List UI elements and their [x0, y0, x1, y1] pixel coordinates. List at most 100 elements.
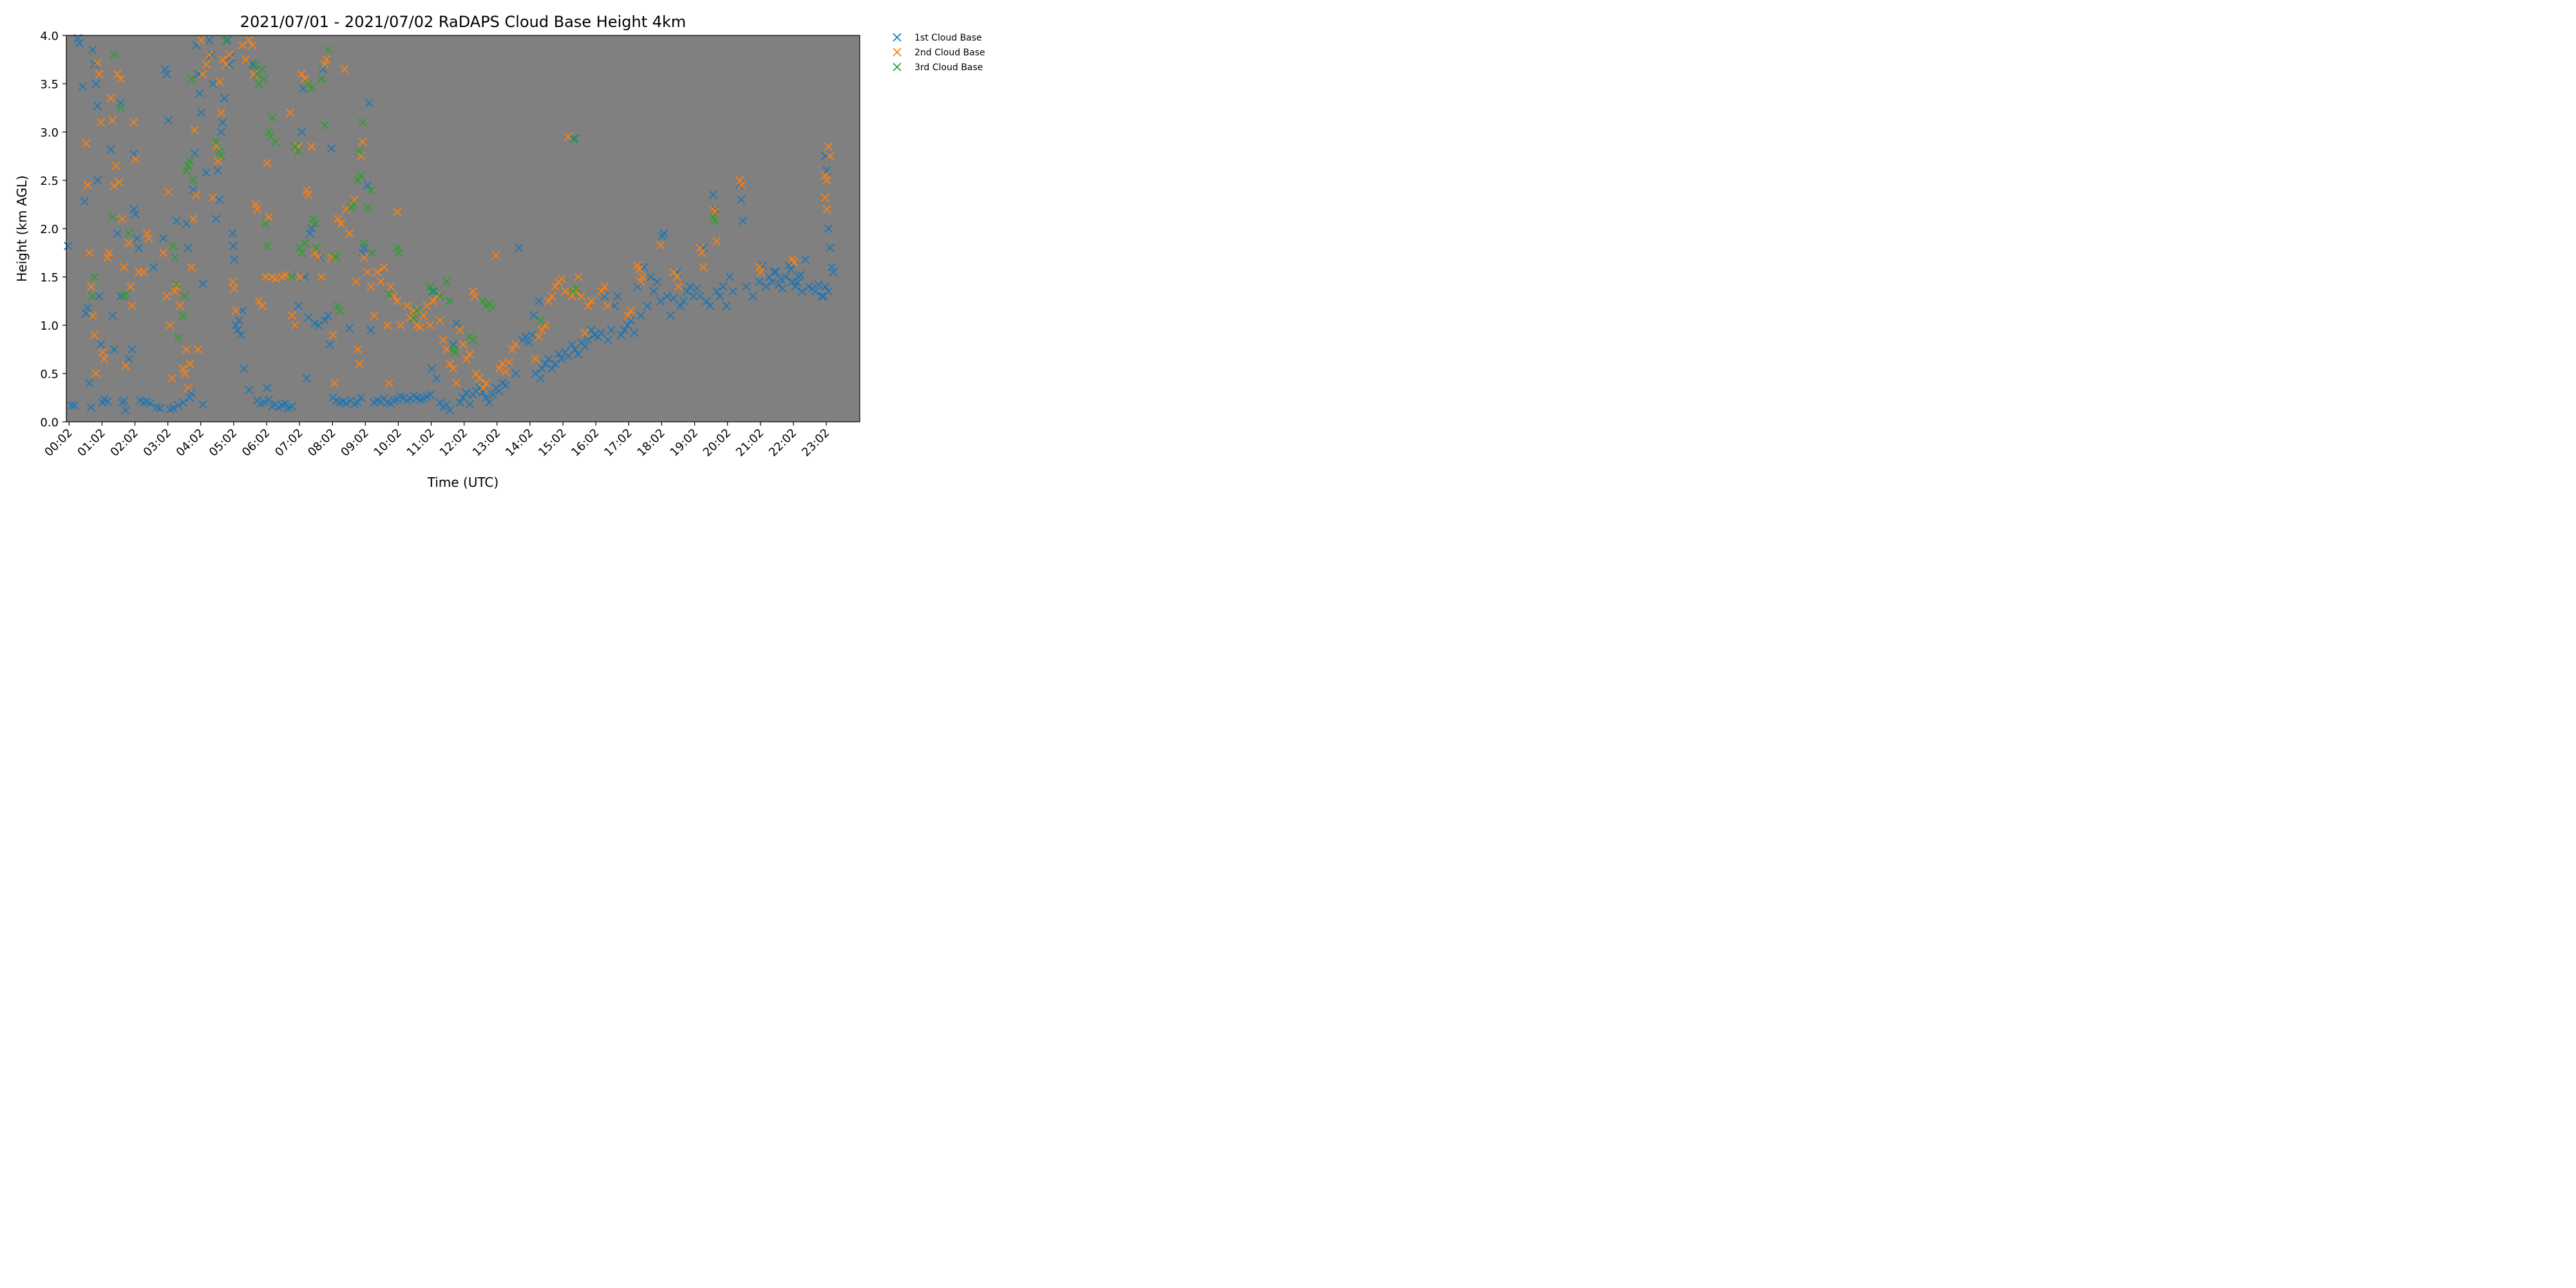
data-point	[824, 224, 833, 233]
data-point	[337, 219, 346, 229]
data-point	[820, 171, 829, 180]
data-point	[719, 282, 728, 291]
data-point	[225, 60, 234, 69]
data-point	[90, 272, 99, 281]
data-point	[97, 118, 106, 127]
data-point	[772, 267, 781, 277]
data-point	[113, 229, 122, 238]
data-point	[131, 155, 140, 164]
data-point	[468, 287, 477, 296]
data-point	[770, 267, 779, 277]
data-point	[674, 282, 683, 291]
data-point	[149, 263, 158, 272]
x-tick-label: 10:02	[371, 426, 404, 460]
data-point	[735, 176, 744, 185]
data-point	[241, 55, 251, 64]
data-point	[365, 99, 374, 108]
data-point	[459, 340, 468, 349]
data-point	[669, 294, 678, 303]
data-point	[238, 306, 247, 316]
data-point	[285, 108, 295, 117]
data-point	[172, 280, 181, 289]
data-point	[639, 263, 649, 272]
data-point	[97, 340, 106, 349]
data-point	[547, 292, 556, 301]
x-tick-label: 07:02	[272, 426, 306, 460]
data-point	[360, 238, 369, 248]
data-point	[379, 263, 388, 272]
data-point	[320, 316, 329, 325]
data-point	[710, 207, 719, 216]
data-point	[340, 64, 349, 74]
data-point	[409, 314, 418, 323]
data-point	[215, 147, 224, 156]
data-point	[501, 367, 511, 376]
data-point	[450, 348, 459, 357]
data-point	[174, 401, 183, 410]
data-point	[213, 166, 222, 175]
data-point	[353, 398, 363, 407]
data-point	[189, 185, 198, 194]
data-point	[406, 313, 415, 322]
data-point	[184, 243, 193, 252]
data-point	[82, 139, 91, 148]
data-point	[334, 301, 343, 310]
data-point	[491, 251, 500, 260]
data-point	[824, 142, 833, 151]
data-point	[129, 118, 138, 127]
data-point	[355, 147, 364, 156]
data-point	[560, 287, 570, 296]
data-point	[478, 296, 488, 306]
data-point	[521, 332, 530, 341]
data-point	[310, 219, 319, 229]
data-point	[630, 328, 639, 337]
data-point	[129, 149, 138, 159]
data-point	[319, 64, 328, 74]
data-point	[287, 402, 296, 411]
data-point	[222, 35, 231, 45]
data-point	[356, 393, 366, 402]
data-point	[238, 41, 247, 50]
data-point	[373, 396, 382, 405]
data-point	[636, 311, 645, 320]
data-point	[182, 219, 191, 229]
data-point	[88, 45, 97, 55]
data-point	[263, 383, 272, 393]
data-point	[93, 101, 102, 111]
data-point	[597, 328, 606, 337]
x-tick-label: 11:02	[404, 426, 438, 460]
x-tick-label: 01:02	[75, 426, 108, 460]
data-point	[728, 287, 737, 296]
y-tick-label: 0.0	[40, 416, 59, 430]
data-point	[322, 55, 331, 64]
data-point	[113, 70, 122, 79]
data-point	[580, 328, 589, 337]
data-point	[358, 248, 367, 258]
data-point	[370, 311, 379, 320]
data-point	[541, 359, 550, 368]
data-point	[184, 383, 193, 393]
data-point	[251, 200, 260, 209]
data-point	[270, 137, 280, 146]
data-point	[317, 272, 326, 281]
y-tick-label: 0.5	[40, 368, 59, 381]
data-point	[544, 296, 553, 306]
data-point	[249, 70, 259, 79]
x-tick-label: 14:02	[503, 426, 536, 460]
legend: 1st Cloud Base 2nd Cloud Base 3rd Cloud Ba…	[893, 33, 985, 73]
data-point	[829, 267, 838, 277]
data-point	[171, 253, 180, 262]
data-point	[264, 213, 274, 222]
y-tick-label: 1.5	[40, 271, 59, 285]
data-point	[355, 359, 364, 368]
data-point	[215, 195, 224, 204]
legend-marker	[893, 48, 902, 57]
x-tick-label: 09:02	[338, 426, 372, 460]
data-point	[445, 359, 455, 368]
data-point	[205, 35, 214, 45]
data-point	[95, 70, 104, 79]
data-point	[672, 272, 681, 281]
data-point	[121, 361, 130, 370]
data-point	[86, 282, 95, 291]
data-point	[245, 385, 254, 395]
